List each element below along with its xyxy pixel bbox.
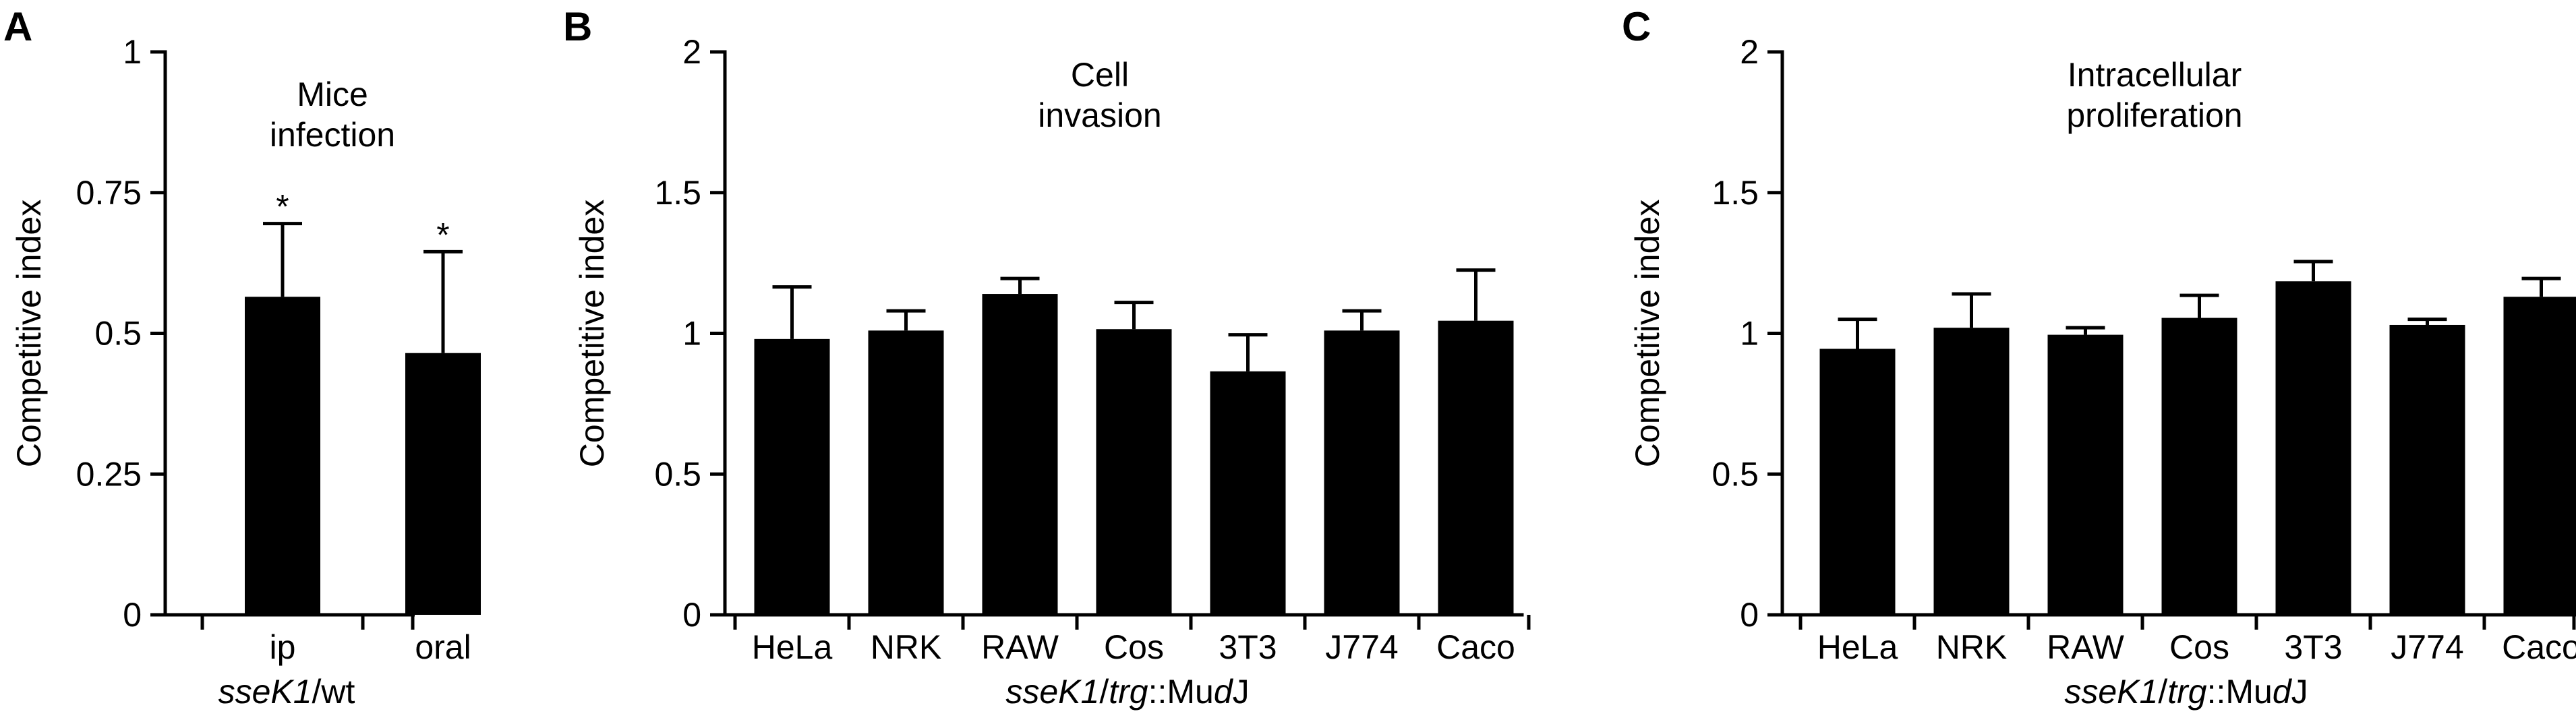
- bar-c-3t3: [2275, 281, 2351, 615]
- x-axis-label-part-b-1: sseK1: [1005, 673, 1099, 711]
- y-tick-label-c-1-5: 1.5: [1711, 174, 1759, 212]
- x-axis-label-a: sseK1/wt: [218, 673, 355, 711]
- y-tick-label-b-1-5: 1.5: [654, 174, 701, 212]
- x-tick-label-c-cos: Cos: [2169, 628, 2229, 666]
- x-axis-label-part-b-4: ::Mu: [1148, 673, 1214, 711]
- bar-a-oral: [405, 353, 481, 615]
- x-tick-label-c-j774: J774: [2391, 628, 2463, 666]
- x-axis-label-part-c-3: trg: [2167, 673, 2207, 711]
- x-axis-label-part-c-1: sseK1: [2064, 673, 2158, 711]
- x-axis-label-part-b-6: J: [1233, 673, 1250, 711]
- bar-a-ip: [245, 297, 320, 615]
- x-axis-label-part-b-5: d: [1214, 673, 1234, 711]
- bar-b-raw: [982, 294, 1058, 615]
- y-axis-label-c: Competitive index: [1629, 200, 1666, 467]
- bar-c-cos: [2161, 318, 2237, 615]
- panel-letter-c: C: [1622, 4, 1651, 49]
- y-tick-label-c-1: 1: [1740, 315, 1759, 353]
- x-tick-label-c-nrk: NRK: [1936, 628, 2008, 666]
- x-tick-label-b-raw: RAW: [981, 628, 1059, 666]
- bar-c-raw: [2047, 334, 2124, 615]
- bar-c-nrk: [1933, 328, 2010, 615]
- x-tick-label-b-3t3: 3T3: [1219, 628, 1277, 666]
- x-axis-label-part-a-1: sseK1: [218, 673, 312, 711]
- bar-b-hela: [754, 338, 830, 615]
- x-tick-label-b-nrk: NRK: [871, 628, 942, 666]
- y-tick-label-c-2: 2: [1740, 33, 1759, 71]
- x-tick-label-c-3t3: 3T3: [2284, 628, 2342, 666]
- bar-c-caco: [2503, 297, 2576, 615]
- x-axis-label-part-c-4: ::Mu: [2207, 673, 2273, 711]
- y-tick-label-a-1: 1: [123, 33, 142, 71]
- chart-title-c-line-1: Intracellular: [2068, 56, 2242, 94]
- x-axis-label-part-b-3: trg: [1109, 673, 1148, 711]
- x-tick-label-b-caco: Caco: [1436, 628, 1515, 666]
- y-axis-label-b: Competitive index: [573, 200, 611, 467]
- x-axis-label-part-b-2: /: [1099, 673, 1109, 711]
- bar-c-hela: [1819, 349, 1896, 615]
- chart-title-b-line-1: Cell: [1071, 56, 1129, 94]
- y-tick-label-c-0: 0: [1740, 596, 1759, 634]
- panel-letter-b: B: [563, 4, 592, 49]
- y-tick-label-b-2: 2: [682, 33, 701, 71]
- x-axis-label-part-a-2: /wt: [312, 673, 355, 711]
- x-axis-label-c: sseK1/trg::MudJ: [2064, 673, 2308, 711]
- x-tick-label-c-raw: RAW: [2047, 628, 2125, 666]
- x-axis-label-part-c-5: d: [2273, 673, 2293, 711]
- y-tick-label-a-0-75: 0.75: [76, 174, 142, 212]
- y-axis-label-a: Competitive index: [10, 200, 48, 467]
- bar-c-j774: [2389, 324, 2465, 615]
- x-tick-label-b-cos: Cos: [1104, 628, 1164, 666]
- x-tick-label-b-hela: HeLa: [752, 628, 833, 666]
- x-tick-label-c-caco: Caco: [2502, 628, 2576, 666]
- chart-title-a-line-2: infection: [270, 116, 395, 154]
- y-tick-label-a-0-25: 0.25: [76, 455, 142, 493]
- y-tick-label-c-0-5: 0.5: [1711, 455, 1759, 493]
- chart-title-a-line-1: Mice: [297, 76, 368, 113]
- x-tick-label-a-oral: oral: [415, 628, 471, 666]
- bar-b-3t3: [1210, 371, 1286, 615]
- y-tick-label-a-0: 0: [123, 596, 142, 634]
- bar-b-caco: [1438, 320, 1514, 615]
- chart-title-b-line-2: invasion: [1038, 96, 1161, 134]
- bar-b-j774: [1324, 330, 1400, 615]
- bar-b-nrk: [868, 330, 944, 615]
- y-tick-label-b-0-5: 0.5: [654, 455, 701, 493]
- panel-letter-a: A: [3, 4, 32, 49]
- x-tick-label-c-hela: HeLa: [1817, 628, 1898, 666]
- bar-b-cos: [1096, 329, 1172, 615]
- y-tick-label-a-0-5: 0.5: [94, 315, 142, 353]
- significance-mark-a-oral: *: [436, 216, 449, 253]
- x-axis-label-part-c-2: /: [2158, 673, 2167, 711]
- y-tick-label-b-0: 0: [682, 596, 701, 634]
- x-axis-label-b: sseK1/trg::MudJ: [1005, 673, 1249, 711]
- x-axis-label-part-c-6: J: [2291, 673, 2308, 711]
- significance-mark-a-ip: *: [276, 188, 289, 226]
- x-tick-label-b-j774: J774: [1325, 628, 1398, 666]
- y-tick-label-b-1: 1: [682, 315, 701, 353]
- chart-title-c-line-2: proliferation: [2066, 96, 2242, 134]
- x-tick-label-a-ip: ip: [270, 628, 296, 666]
